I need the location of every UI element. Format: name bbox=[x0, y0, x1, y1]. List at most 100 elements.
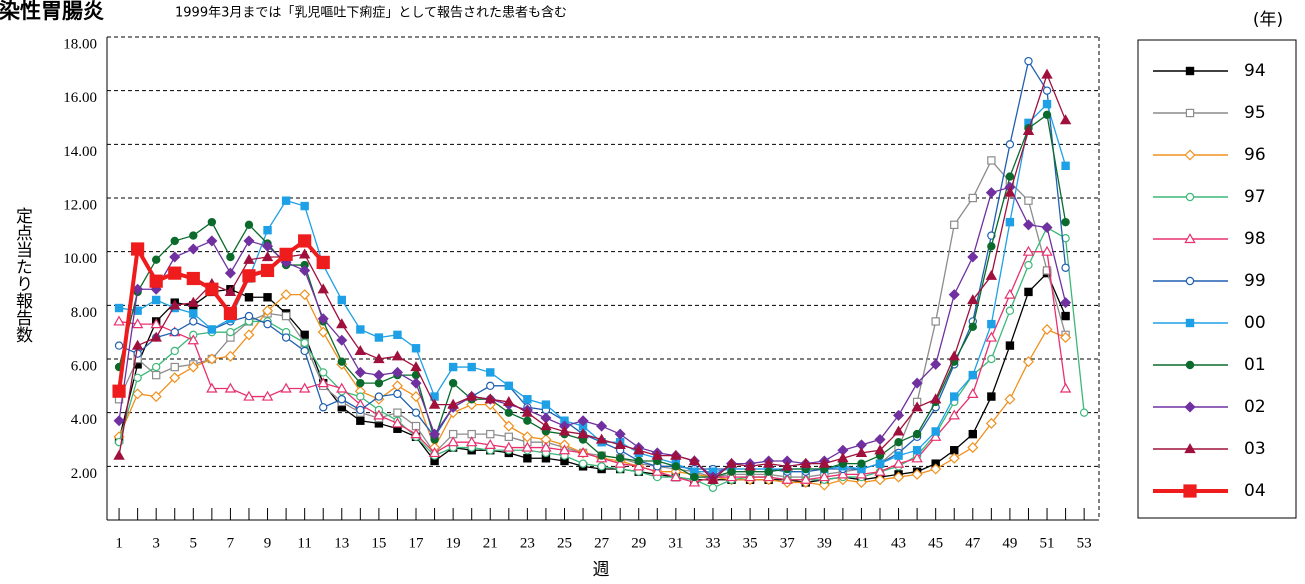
data-point bbox=[985, 187, 997, 199]
data-point bbox=[263, 293, 272, 302]
data-point bbox=[300, 338, 309, 348]
data-point bbox=[113, 449, 125, 460]
data-point bbox=[226, 252, 235, 262]
data-point bbox=[558, 425, 571, 436]
data-point bbox=[261, 390, 274, 401]
data-point bbox=[189, 309, 198, 318]
data-point bbox=[189, 231, 198, 240]
data-point bbox=[300, 346, 309, 356]
data-point bbox=[1022, 245, 1035, 256]
data-point bbox=[614, 428, 626, 440]
data-point bbox=[299, 264, 311, 276]
y-tick-label: 16.00 bbox=[63, 90, 97, 106]
data-point bbox=[1041, 245, 1053, 256]
data-point bbox=[595, 433, 608, 444]
data-point bbox=[950, 220, 959, 230]
legend-label: 98 bbox=[1244, 229, 1266, 249]
data-point bbox=[967, 251, 979, 263]
data-point bbox=[281, 196, 291, 205]
data-point bbox=[1059, 382, 1072, 393]
x-tick-label: 35 bbox=[743, 535, 758, 551]
data-point bbox=[373, 353, 385, 364]
data-point bbox=[1005, 306, 1015, 315]
data-point bbox=[1004, 288, 1016, 299]
legend-label: 94 bbox=[1244, 61, 1266, 81]
y-tick-label: 8.00 bbox=[71, 305, 97, 321]
x-tick-label: 3 bbox=[152, 535, 160, 551]
data-point bbox=[484, 393, 496, 404]
legend-label: 00 bbox=[1244, 313, 1266, 333]
data-point bbox=[337, 357, 346, 366]
data-point bbox=[263, 319, 272, 329]
series-line bbox=[118, 251, 1067, 484]
data-point bbox=[151, 362, 161, 372]
data-point bbox=[189, 317, 198, 326]
data-point bbox=[1022, 125, 1035, 136]
data-point bbox=[447, 398, 459, 409]
x-tick-label: 43 bbox=[891, 535, 906, 551]
data-point bbox=[410, 377, 422, 389]
data-point bbox=[299, 289, 311, 301]
data-point bbox=[150, 391, 162, 403]
data-point bbox=[448, 378, 458, 388]
series-line bbox=[118, 271, 1067, 484]
data-point bbox=[261, 251, 274, 262]
data-point bbox=[987, 156, 996, 165]
data-point bbox=[874, 465, 886, 476]
data-point bbox=[894, 437, 903, 447]
data-point bbox=[615, 454, 625, 463]
data-point bbox=[465, 390, 478, 401]
data-point bbox=[279, 247, 293, 261]
data-point bbox=[541, 400, 551, 409]
data-point bbox=[1059, 114, 1072, 125]
data-point bbox=[300, 330, 309, 340]
legend-marker bbox=[1184, 443, 1196, 454]
data-point bbox=[968, 370, 977, 380]
data-point bbox=[1004, 186, 1016, 197]
data-point bbox=[316, 255, 330, 269]
data-point bbox=[967, 294, 979, 305]
data-point bbox=[1042, 110, 1052, 120]
data-point bbox=[874, 474, 886, 486]
data-point bbox=[465, 436, 478, 447]
data-point bbox=[224, 382, 237, 393]
data-point bbox=[504, 432, 514, 442]
data-point bbox=[614, 438, 626, 449]
data-point bbox=[893, 471, 905, 483]
x-tick-label: 27 bbox=[594, 535, 610, 551]
data-point bbox=[892, 425, 905, 436]
data-point bbox=[968, 322, 977, 331]
data-point bbox=[112, 384, 126, 398]
legend-box bbox=[1137, 39, 1297, 519]
data-point bbox=[410, 361, 422, 372]
data-point bbox=[356, 405, 365, 415]
data-point bbox=[1024, 56, 1033, 66]
data-point bbox=[968, 429, 977, 439]
data-point bbox=[317, 313, 329, 325]
data-point bbox=[911, 401, 923, 412]
data-point bbox=[634, 456, 643, 466]
x-tick-label: 7 bbox=[227, 535, 235, 551]
data-point bbox=[670, 471, 682, 482]
series-line bbox=[118, 59, 1067, 473]
data-point bbox=[1022, 356, 1034, 368]
data-point bbox=[114, 341, 124, 350]
data-point bbox=[929, 430, 942, 441]
data-point bbox=[930, 358, 942, 370]
legend-title: (年) bbox=[1253, 10, 1283, 30]
data-point bbox=[207, 217, 217, 227]
data-point bbox=[337, 395, 346, 404]
data-point bbox=[170, 236, 179, 246]
data-point bbox=[596, 420, 608, 432]
data-point bbox=[1041, 323, 1053, 336]
x-tick-label: 45 bbox=[928, 535, 943, 551]
x-tick-label: 9 bbox=[264, 535, 272, 551]
data-point bbox=[391, 380, 403, 392]
data-point bbox=[280, 289, 292, 301]
data-point bbox=[504, 408, 514, 417]
y-tick-label: 10.00 bbox=[63, 251, 97, 267]
data-point bbox=[300, 201, 309, 211]
data-point bbox=[523, 416, 532, 425]
data-point bbox=[725, 457, 738, 468]
